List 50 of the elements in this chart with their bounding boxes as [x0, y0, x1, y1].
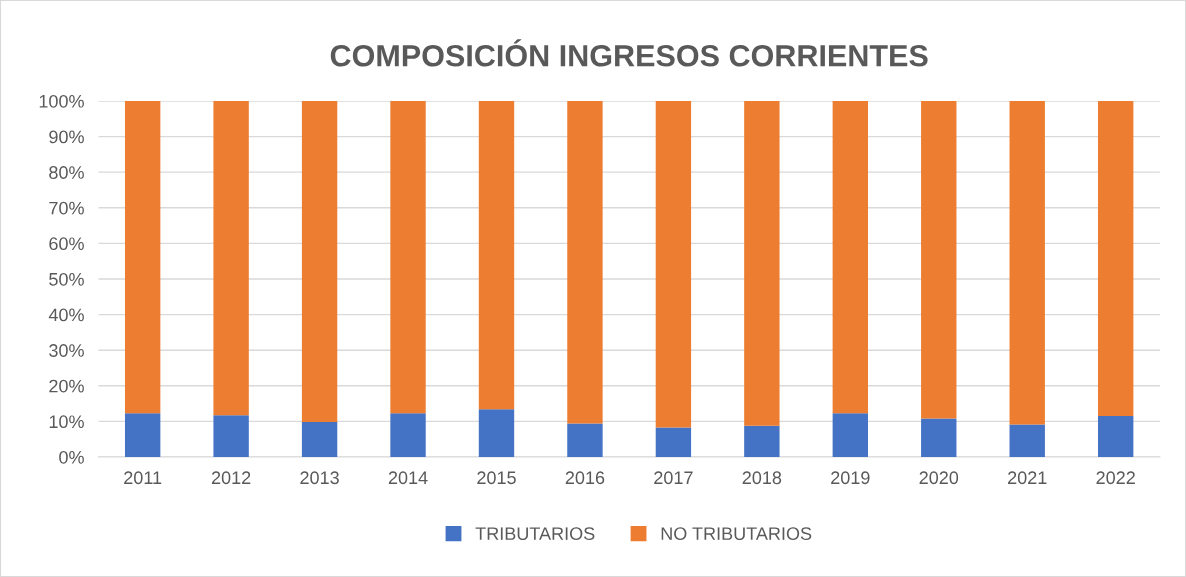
x-tick-label: 2016: [565, 471, 605, 485]
bar: [832, 100, 868, 414]
x-tick-label: 2013: [300, 471, 339, 485]
y-tick-label: 40%: [48, 308, 84, 322]
y-tick-label: 30%: [49, 344, 84, 357]
bar: [1009, 100, 1045, 425]
y-tick-label: 80%: [49, 166, 84, 179]
bar: [1097, 100, 1134, 417]
bar: [390, 413, 426, 457]
bar: [567, 423, 603, 457]
bar: [478, 409, 515, 457]
bar: [655, 427, 692, 457]
bar: [124, 413, 161, 457]
y-tick-label: 100%: [39, 94, 84, 108]
x-tick-label: 2018: [742, 471, 782, 485]
chart-title: COMPOSICIÓN INGRESOS CORRIENTES: [330, 39, 928, 67]
y-tick-label: 90%: [49, 130, 84, 144]
bar: [744, 100, 780, 426]
y-tick-label: 0%: [59, 450, 84, 464]
bar: [301, 100, 338, 423]
legend-label: NO TRIBUTARIOS: [661, 527, 812, 540]
y-tick-label: 60%: [49, 237, 84, 251]
bar: [832, 413, 868, 457]
x-tick-label: 2020: [919, 471, 959, 485]
bar: [921, 100, 957, 419]
x-tick-label: 2021: [1008, 471, 1047, 485]
bar: [213, 100, 249, 416]
y-tick-label: 10%: [49, 415, 84, 429]
bar: [301, 422, 338, 457]
x-tick-label: 2015: [477, 471, 516, 485]
bar: [1097, 416, 1134, 457]
bar: [478, 100, 515, 410]
x-tick-label: 2012: [211, 471, 251, 485]
bar: [567, 100, 603, 424]
bar: [921, 418, 957, 457]
bar: [1009, 424, 1045, 457]
y-tick-label: 20%: [49, 379, 84, 393]
bar: [744, 425, 780, 457]
y-tick-label: 70%: [49, 201, 84, 215]
x-tick-label: 2011: [124, 471, 162, 485]
bar: [655, 100, 692, 428]
x-tick-label: 2014: [388, 471, 428, 485]
bar: [390, 100, 426, 414]
x-tick-label: 2019: [831, 471, 870, 485]
y-tick-label: 50%: [49, 272, 84, 286]
x-tick-label: 2022: [1096, 471, 1135, 485]
bar: [213, 415, 249, 457]
legend-label: TRIBUTARIOS: [475, 527, 595, 540]
x-tick-label: 2017: [654, 471, 693, 485]
bar: [124, 100, 161, 414]
